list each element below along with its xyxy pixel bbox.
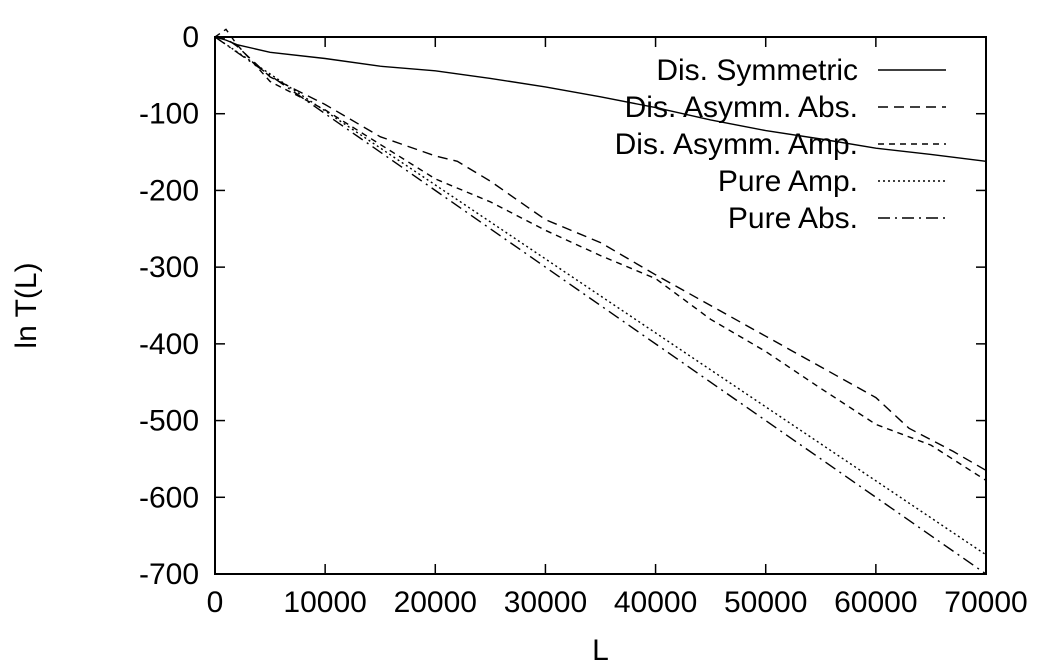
- x-tick-label: 0: [207, 586, 224, 619]
- legend-label-5: Pure Abs.: [728, 202, 858, 235]
- y-tick-label: -400: [139, 328, 199, 361]
- y-tick-label: -300: [139, 251, 199, 284]
- x-tick-label: 50000: [724, 586, 807, 619]
- y-tick-label: -500: [139, 405, 199, 438]
- x-axis-label: L: [592, 634, 609, 664]
- y-tick-label: -200: [139, 174, 199, 207]
- legend-label-3: Dis. Asymm. Amp.: [615, 128, 858, 161]
- tick-layer: 0 10000 20000 30000 40000 50000 60000 70000 0 -10…: [139, 21, 1028, 619]
- y-tick-label: 0: [182, 21, 199, 54]
- x-tick-label: 70000: [944, 586, 1027, 619]
- plot-frame: [214, 36, 987, 575]
- series-line-5: [214, 36, 987, 575]
- legend-label-1: Dis. Symmetric: [656, 54, 858, 87]
- legend-label-4: Pure Amp.: [718, 165, 858, 198]
- x-tick-label: 60000: [834, 586, 917, 619]
- y-tick-label: -700: [139, 558, 199, 591]
- x-tick-label: 10000: [283, 586, 366, 619]
- series-line-4: [214, 36, 987, 556]
- y-axis-label: ln T(L): [10, 262, 43, 348]
- legend: Dis. Symmetric Dis. Asymm. Abs. Dis. Asymm…: [615, 54, 946, 235]
- y-tick-label: -100: [139, 98, 199, 131]
- series-line-1: [214, 36, 987, 162]
- y-tick-label: -600: [139, 481, 199, 514]
- series-line-2: [214, 36, 987, 472]
- x-tick-label: 20000: [394, 586, 477, 619]
- legend-label-2: Dis. Asymm. Abs.: [625, 91, 858, 124]
- series-layer: [214, 28, 987, 575]
- x-tick-label: 40000: [614, 586, 697, 619]
- x-tick-label: 30000: [504, 586, 587, 619]
